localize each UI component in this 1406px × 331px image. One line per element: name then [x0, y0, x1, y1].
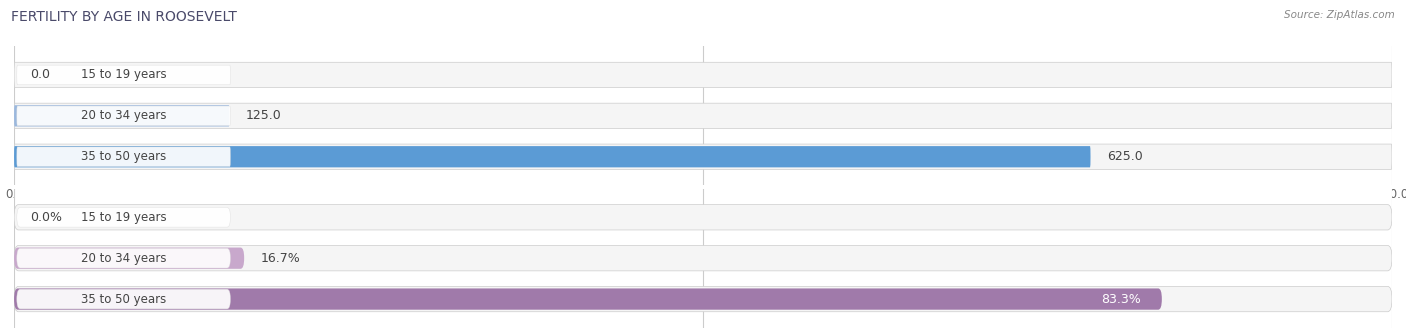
FancyBboxPatch shape [14, 205, 1392, 230]
Text: 20 to 34 years: 20 to 34 years [82, 109, 166, 122]
Text: 625.0: 625.0 [1107, 150, 1143, 163]
FancyBboxPatch shape [17, 65, 231, 85]
Text: 15 to 19 years: 15 to 19 years [80, 211, 166, 224]
Text: FERTILITY BY AGE IN ROOSEVELT: FERTILITY BY AGE IN ROOSEVELT [11, 10, 238, 24]
FancyBboxPatch shape [14, 105, 229, 126]
FancyBboxPatch shape [17, 208, 231, 227]
Text: 16.7%: 16.7% [260, 252, 301, 265]
Text: 35 to 50 years: 35 to 50 years [82, 150, 166, 163]
FancyBboxPatch shape [14, 246, 1392, 271]
FancyBboxPatch shape [14, 144, 1392, 169]
FancyBboxPatch shape [14, 146, 1091, 167]
FancyBboxPatch shape [17, 106, 231, 126]
FancyBboxPatch shape [14, 62, 1392, 88]
FancyBboxPatch shape [14, 286, 1392, 312]
Text: 35 to 50 years: 35 to 50 years [82, 293, 166, 306]
Text: 20 to 34 years: 20 to 34 years [82, 252, 166, 265]
FancyBboxPatch shape [14, 103, 1392, 128]
FancyBboxPatch shape [14, 288, 1161, 310]
FancyBboxPatch shape [17, 147, 231, 166]
Text: 0.0: 0.0 [31, 69, 51, 81]
FancyBboxPatch shape [17, 248, 231, 268]
Text: 83.3%: 83.3% [1101, 293, 1142, 306]
Text: 0.0%: 0.0% [31, 211, 63, 224]
Text: 15 to 19 years: 15 to 19 years [80, 69, 166, 81]
FancyBboxPatch shape [14, 248, 245, 269]
Text: 125.0: 125.0 [246, 109, 281, 122]
Text: Source: ZipAtlas.com: Source: ZipAtlas.com [1284, 10, 1395, 20]
FancyBboxPatch shape [17, 289, 231, 309]
